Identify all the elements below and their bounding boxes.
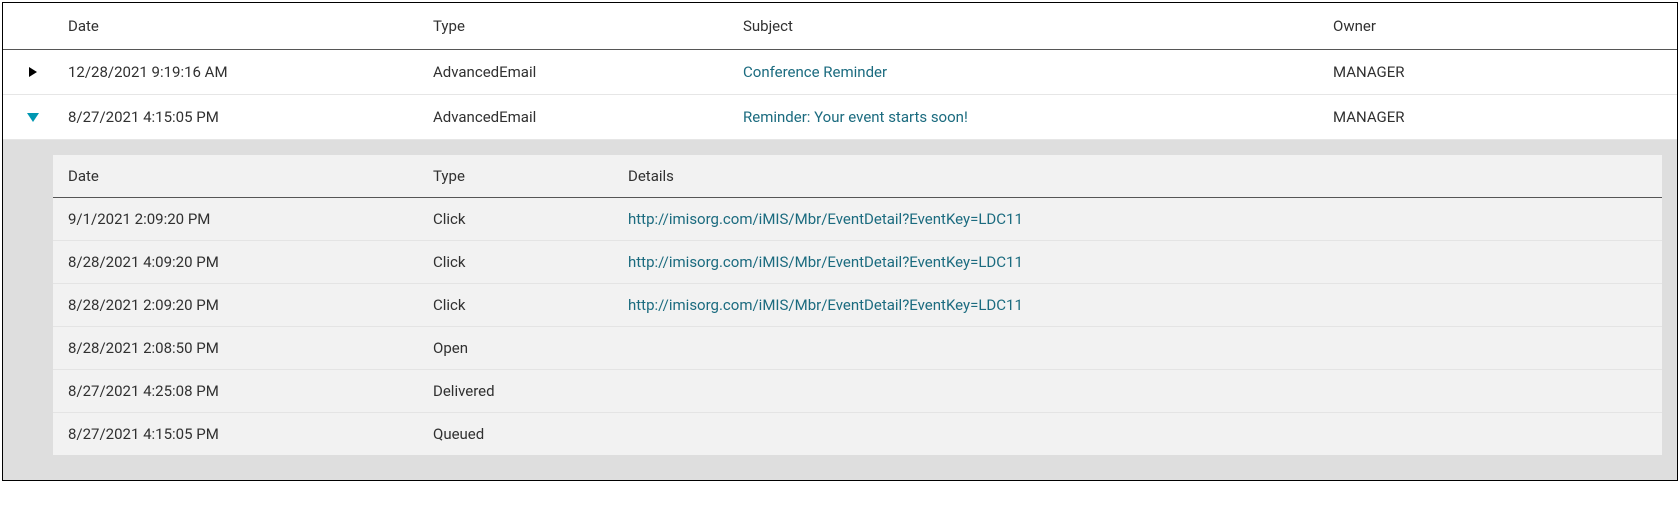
expand-right-icon[interactable] (29, 67, 37, 77)
table-row: 12/28/2021 9:19:16 AM AdvancedEmail Conf… (3, 50, 1677, 95)
event-type: Click (418, 241, 613, 284)
event-details (613, 327, 1662, 370)
expanded-detail-row: Date Type Details 9/1/2021 2:09:20 PM Cl… (3, 140, 1677, 481)
subject-link[interactable]: Reminder: Your event starts soon! (743, 108, 968, 126)
inner-panel: Date Type Details 9/1/2021 2:09:20 PM Cl… (53, 155, 1662, 455)
event-details-link[interactable]: http://imisorg.com/iMIS/Mbr/EventDetail?… (628, 210, 1023, 228)
event-type: Delivered (418, 370, 613, 413)
cell-type: AdvancedEmail (433, 95, 743, 140)
event-details-link[interactable]: http://imisorg.com/iMIS/Mbr/EventDetail?… (628, 296, 1023, 314)
event-date: 8/28/2021 2:08:50 PM (53, 327, 418, 370)
event-row: 8/28/2021 4:09:20 PM Click http://imisor… (53, 241, 1662, 284)
event-details-link[interactable]: http://imisorg.com/iMIS/Mbr/EventDetail?… (628, 253, 1023, 271)
event-date: 9/1/2021 2:09:20 PM (53, 198, 418, 241)
subject-link[interactable]: Conference Reminder (743, 63, 887, 81)
event-row: 8/28/2021 2:08:50 PM Open (53, 327, 1662, 370)
inner-header-type[interactable]: Type (418, 155, 613, 198)
inner-header-details[interactable]: Details (613, 155, 1662, 198)
outer-header-row: Date Type Subject Owner (3, 3, 1677, 50)
table-row: 8/27/2021 4:15:05 PM AdvancedEmail Remin… (3, 95, 1677, 140)
event-row: 9/1/2021 2:09:20 PM Click http://imisorg… (53, 198, 1662, 241)
event-row: 8/27/2021 4:25:08 PM Delivered (53, 370, 1662, 413)
event-date: 8/27/2021 4:25:08 PM (53, 370, 418, 413)
header-subject[interactable]: Subject (743, 3, 1333, 50)
header-owner[interactable]: Owner (1333, 3, 1677, 50)
event-type: Open (418, 327, 613, 370)
event-type: Queued (418, 413, 613, 456)
event-date: 8/28/2021 2:09:20 PM (53, 284, 418, 327)
cell-type: AdvancedEmail (433, 50, 743, 95)
cell-date: 8/27/2021 4:15:05 PM (53, 95, 433, 140)
event-details (613, 370, 1662, 413)
communication-log-panel: Date Type Subject Owner 12/28/2021 9:19:… (2, 2, 1678, 481)
event-type: Click (418, 198, 613, 241)
header-type[interactable]: Type (433, 3, 743, 50)
expanded-bg: Date Type Details 9/1/2021 2:09:20 PM Cl… (3, 140, 1677, 480)
cell-owner: MANAGER (1333, 95, 1677, 140)
inner-header-date[interactable]: Date (53, 155, 418, 198)
event-type: Click (418, 284, 613, 327)
inner-table: Date Type Details 9/1/2021 2:09:20 PM Cl… (53, 155, 1662, 455)
cell-owner: MANAGER (1333, 50, 1677, 95)
event-row: 8/27/2021 4:15:05 PM Queued (53, 413, 1662, 456)
header-expand (3, 3, 53, 50)
cell-date: 12/28/2021 9:19:16 AM (53, 50, 433, 95)
header-date[interactable]: Date (53, 3, 433, 50)
event-row: 8/28/2021 2:09:20 PM Click http://imisor… (53, 284, 1662, 327)
event-date: 8/27/2021 4:15:05 PM (53, 413, 418, 456)
outer-table: Date Type Subject Owner 12/28/2021 9:19:… (3, 3, 1677, 480)
event-date: 8/28/2021 4:09:20 PM (53, 241, 418, 284)
event-details (613, 413, 1662, 456)
collapse-down-icon[interactable] (27, 113, 39, 122)
inner-header-row: Date Type Details (53, 155, 1662, 198)
